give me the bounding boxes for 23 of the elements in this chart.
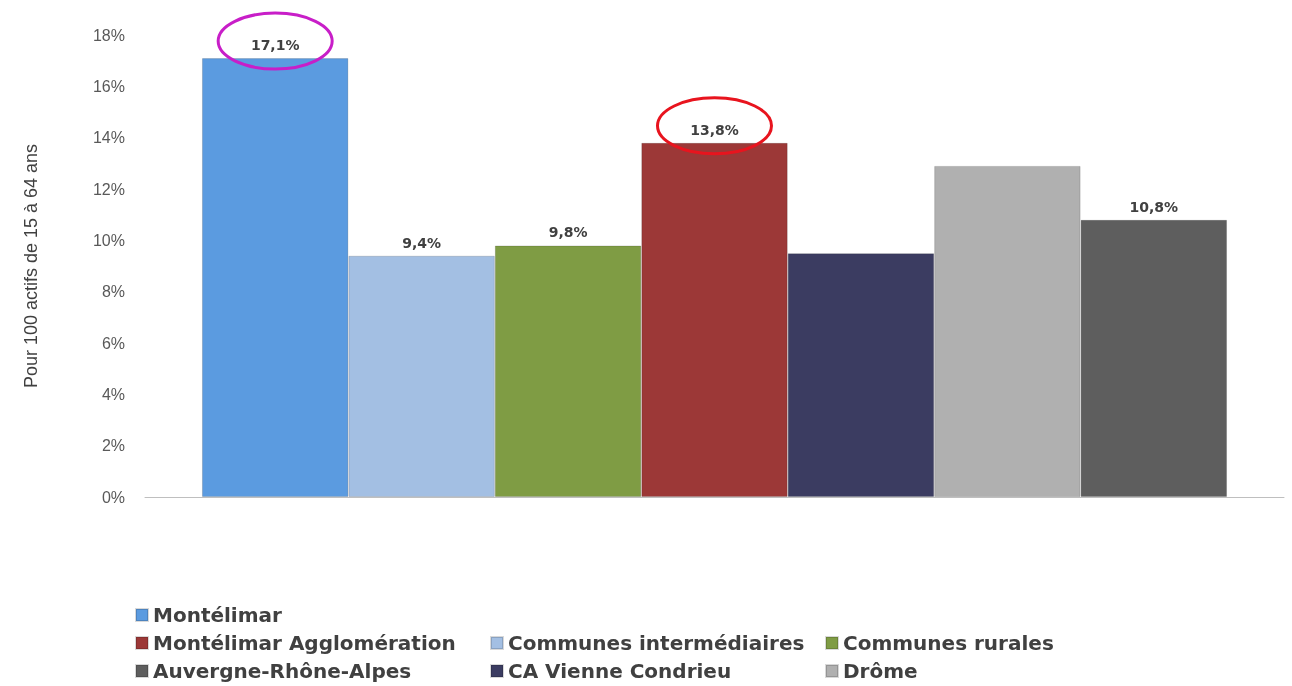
y-tick-label: 8%: [101, 283, 125, 301]
legend-label: Communes rurales: [843, 631, 1054, 655]
data-label: 10,8%: [1129, 198, 1179, 215]
data-label: 9,4%: [402, 234, 442, 251]
y-axis-title: Pour 100 actifs de 15 à 64 ans: [21, 143, 41, 389]
y-tick-label: 0%: [101, 488, 125, 506]
y-tick-label: 18%: [92, 26, 125, 44]
y-tick-label: 16%: [92, 77, 125, 95]
data-label: 9,8%: [548, 224, 588, 241]
legend-label: Drôme: [843, 659, 918, 683]
y-tick-label: 12%: [92, 180, 125, 198]
y-tick-label: 4%: [101, 385, 125, 403]
legend-label: CA Vienne Condrieu: [508, 659, 732, 683]
legend-label: Montélimar: [153, 603, 283, 627]
y-tick-label: 14%: [92, 129, 125, 147]
data-label: 17,1%: [250, 37, 300, 54]
legend-label: Montélimar Agglomération: [153, 631, 456, 655]
legend-label: Auvergne-Rhône-Alpes: [153, 659, 412, 683]
y-tick-label: 6%: [101, 334, 125, 352]
legend-label: Communes intermédiaires: [508, 631, 805, 655]
data-label: 13,8%: [690, 121, 739, 138]
y-tick-label: 10%: [92, 231, 125, 249]
y-tick-label: 2%: [101, 437, 125, 455]
